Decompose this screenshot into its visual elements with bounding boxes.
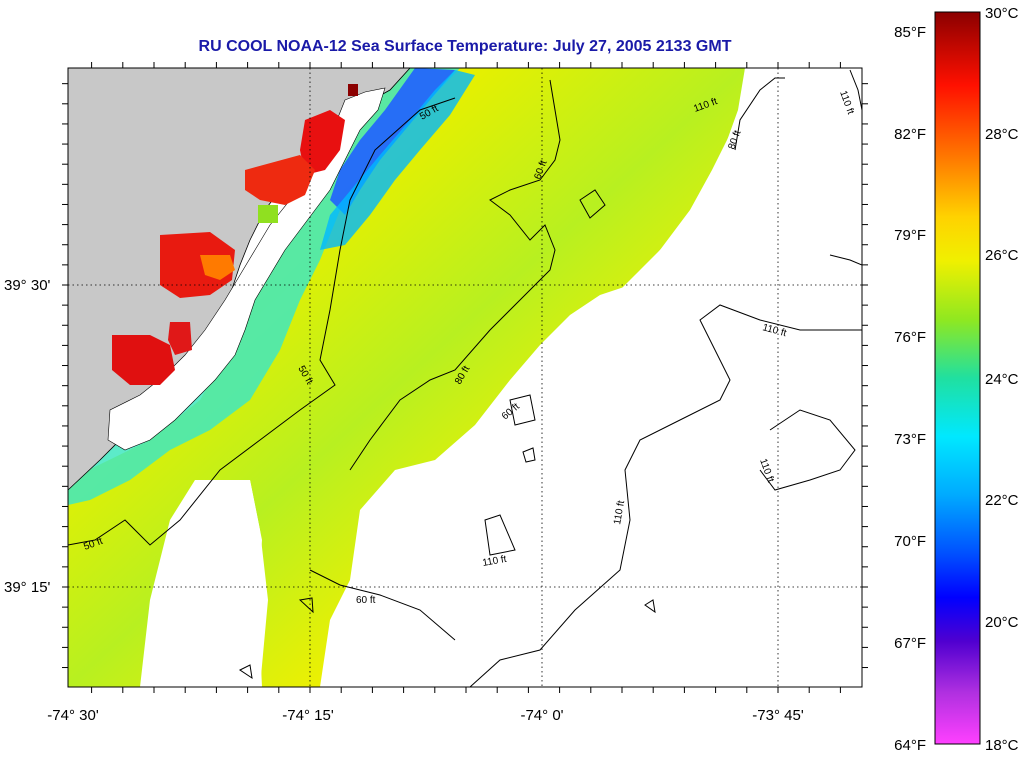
colorbar-f-label: 76°F [894,329,926,346]
contour-label: 60 ft [356,595,376,606]
colorbar-f-label: 79°F [894,227,926,244]
colorbar-c-label: 28°C [985,126,1019,143]
colorbar-f-label: 67°F [894,635,926,652]
colorbar [934,11,981,745]
inlet-green-patch [258,205,278,223]
contour-label: 110 ft [612,499,627,525]
graticule [68,68,862,687]
bay-warm-patch-1 [300,110,345,175]
contour-110ft-c [849,69,862,111]
sst-warm-field [68,68,745,687]
contour-small-3 [509,394,536,426]
colorbar-f-labels: 85°F 82°F 79°F 76°F 73°F 70°F 67°F 64°F [894,24,926,754]
colorbar-f-label: 85°F [894,24,926,41]
contour-110ft-a [469,304,862,687]
colorbar-c-label: 22°C [985,492,1019,509]
contour-small-2 [579,189,606,219]
lat-label: 39° 15' [4,579,51,596]
bay-warm-patch-3 [160,232,235,298]
colorbar-c-labels: 30°C 28°C 26°C 24°C 22°C 20°C 18°C [985,5,1019,754]
contour-label: 110 ft [482,554,508,569]
colorbar-f-label: 70°F [894,533,926,550]
contour-80ft [349,79,561,471]
lon-label: -73° 45' [752,707,804,724]
lon-label: -74° 15' [282,707,334,724]
contour-110ft-e [829,254,862,266]
coastal-marsh [107,87,386,451]
contour-small-4 [522,447,536,463]
sst-cold-edge [320,70,475,250]
no-data-area-south [160,480,262,687]
colorbar-f-label: 64°F [894,737,926,754]
colorbar-c-label: 24°C [985,371,1019,388]
axis-ticks [62,62,868,693]
bay-warm-patch-5 [112,335,175,385]
contour-50ft [68,97,456,546]
bay-warm-patch-2 [245,155,315,205]
colorbar-c-label: 20°C [985,614,1019,631]
colorbar-c-label: 18°C [985,737,1019,754]
contour-small-5 [298,597,314,614]
colorbar-c-label: 26°C [985,247,1019,264]
colorbar-f-label: 82°F [894,126,926,143]
lat-label: 39° 30' [4,277,51,294]
bay-warm-patch-4 [200,255,235,280]
no-data-area [400,68,862,687]
bay-warm-patch-6 [168,322,192,355]
colorbar-f-label: 73°F [894,431,926,448]
contour-small-7 [239,664,253,680]
bay-hot-pixel [348,84,358,96]
contour-60ft [309,569,456,641]
lon-label: -74° 0' [520,707,563,724]
contour-110ft-d [759,409,856,491]
colorbar-c-label: 30°C [985,5,1019,22]
contour-small-1 [484,514,516,556]
contour-small-6 [644,599,656,614]
bathymetry-contours [68,69,862,687]
map-title: RU COOL NOAA-12 Sea Surface Temperature:… [198,38,732,55]
lon-label: -74° 30' [47,707,99,724]
map-border [67,67,863,688]
